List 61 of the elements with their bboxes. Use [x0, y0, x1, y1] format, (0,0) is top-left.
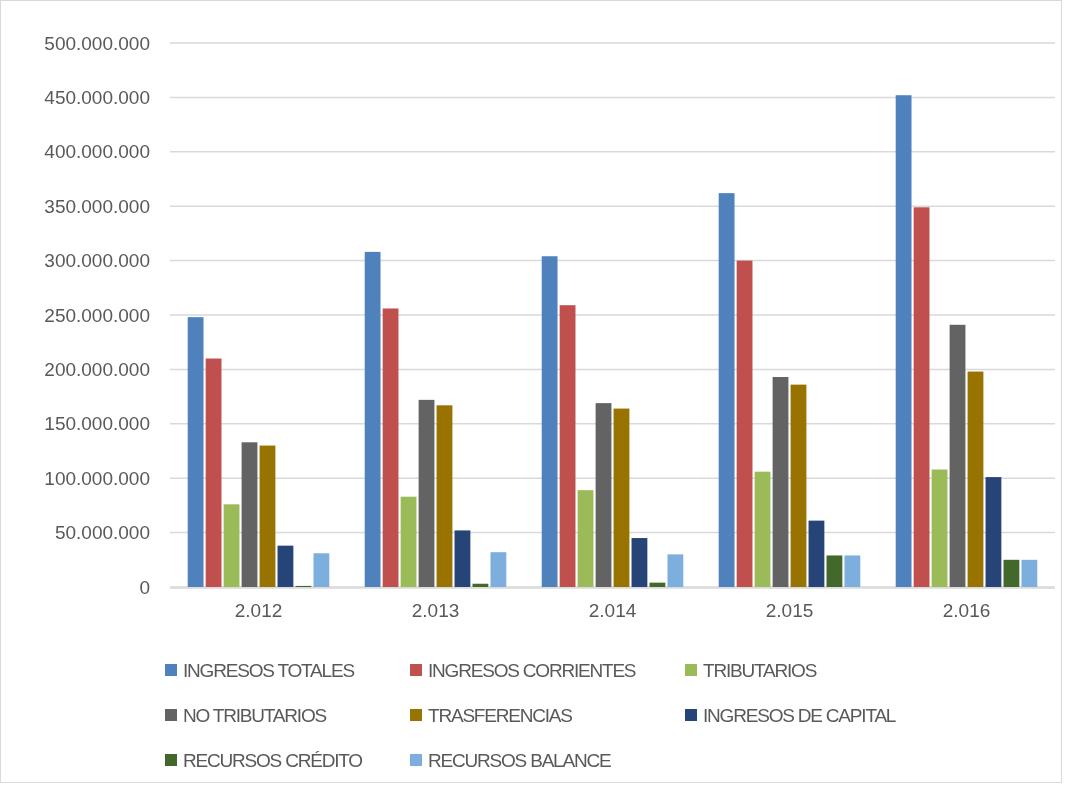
x-tick-label: 2.013	[411, 600, 460, 621]
x-tick-label: 2.012	[234, 600, 283, 621]
bar	[985, 477, 1002, 587]
bar	[277, 545, 294, 587]
bar	[382, 308, 399, 587]
bar	[436, 405, 453, 587]
y-tick-label: 400.000.000	[44, 141, 150, 163]
y-tick-label: 0	[139, 576, 150, 598]
legend-label: NO TRIBUTARIOS	[183, 704, 327, 726]
legend-label: TRIBUTARIOS	[703, 659, 817, 681]
bar	[187, 317, 204, 587]
bar	[595, 403, 612, 587]
bar	[772, 377, 789, 587]
bar	[967, 371, 984, 587]
y-tick-label: 250.000.000	[44, 304, 150, 326]
bar	[454, 530, 471, 587]
x-tick-label: 2.015	[765, 600, 814, 621]
y-tick-label: 300.000.000	[44, 250, 150, 272]
bar	[949, 324, 966, 587]
y-tick-label: 50.000.000	[54, 522, 150, 544]
bar	[667, 554, 684, 587]
bar	[913, 207, 930, 587]
bar	[259, 445, 276, 587]
bar	[490, 552, 507, 587]
bar	[808, 520, 825, 587]
bar	[223, 504, 240, 587]
y-tick-label: 350.000.000	[44, 195, 150, 217]
y-tick-label: 150.000.000	[44, 413, 150, 435]
bar	[754, 471, 771, 587]
bar	[931, 469, 948, 587]
bar	[418, 399, 435, 587]
x-tick-label: 2.016	[942, 600, 991, 621]
legend-label: INGRESOS DE CAPITAL	[703, 704, 896, 726]
y-tick-label: 100.000.000	[44, 467, 150, 489]
legend-label: INGRESOS CORRIENTES	[428, 659, 636, 681]
bar	[577, 490, 594, 587]
bar	[613, 408, 630, 587]
bar	[241, 442, 258, 587]
bar	[790, 384, 807, 587]
bar	[364, 251, 381, 587]
bar	[895, 95, 912, 587]
bar	[541, 256, 558, 587]
bar	[400, 496, 417, 587]
x-tick-label: 2.014	[588, 600, 637, 621]
bar	[1003, 559, 1020, 587]
legend-label: RECURSOS CRÉDITO	[183, 749, 363, 771]
bar	[826, 555, 843, 587]
y-tick-label: 200.000.000	[44, 359, 150, 381]
y-tick-label: 500.000.000	[44, 32, 150, 54]
bar	[1021, 559, 1038, 587]
legend-label: RECURSOS BALANCE	[428, 749, 611, 771]
bar	[205, 358, 222, 587]
bar	[736, 260, 753, 587]
bar	[718, 193, 735, 587]
bar	[313, 553, 330, 587]
legend-label: INGRESOS TOTALES	[183, 659, 355, 681]
y-tick-label: 450.000.000	[44, 87, 150, 109]
bar	[844, 555, 861, 587]
bar	[631, 538, 648, 587]
bar	[559, 305, 576, 587]
legend-label: TRASFERENCIAS	[428, 704, 573, 726]
